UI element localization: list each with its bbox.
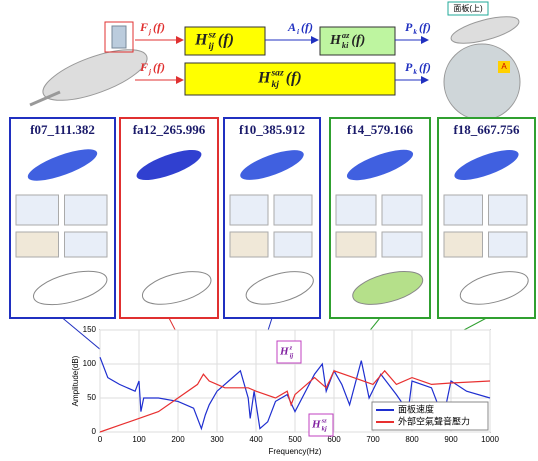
x-tick-label: 200 xyxy=(171,435,185,444)
math-sub: ki xyxy=(342,41,349,50)
mode-plot xyxy=(16,195,59,225)
panel-title: f14_579.166 xyxy=(347,122,414,137)
panel-title: f18_667.756 xyxy=(453,122,520,137)
math-base: H xyxy=(311,419,321,431)
panel-frame xyxy=(120,118,218,318)
math-arg: (f) xyxy=(153,60,165,74)
math-arg: (f) xyxy=(153,20,165,34)
panel-title: fa12_265.996 xyxy=(133,122,206,137)
mode-plot xyxy=(230,195,268,225)
mode-plot xyxy=(336,195,376,225)
math-sup: sz xyxy=(321,418,328,425)
math-base: H xyxy=(194,32,208,49)
y-tick-label: 0 xyxy=(92,427,97,436)
panel-title: f10_385.912 xyxy=(239,122,305,137)
x-tick-label: 700 xyxy=(366,435,380,444)
panel-title: f07_111.382 xyxy=(30,122,95,137)
legend-label: 面板速度 xyxy=(398,403,434,414)
math-sub: ij xyxy=(208,41,214,52)
math-sub: kj xyxy=(322,425,327,432)
mode-plot xyxy=(16,232,59,257)
math-base: A xyxy=(287,20,296,34)
math-base: H xyxy=(279,346,289,358)
x-tick-label: 300 xyxy=(210,435,224,444)
x-tick-label: 800 xyxy=(405,435,419,444)
mode-plot xyxy=(489,195,528,225)
figure: f07_111.382 fa12_265.996 f10_385.912 f14_57… xyxy=(0,0,538,461)
math-sup: sz xyxy=(207,30,216,41)
math-sub: kj xyxy=(271,79,279,90)
y-tick-label: 50 xyxy=(87,393,96,402)
mode-plot xyxy=(336,232,376,257)
math-arg: (f) xyxy=(218,32,234,49)
math-sup: az xyxy=(342,31,350,40)
math-sub: k xyxy=(413,28,417,36)
y-axis-label: Amplitude(dB) xyxy=(71,355,80,406)
mode-plot xyxy=(489,232,528,257)
y-tick-label: 100 xyxy=(83,359,97,368)
mode-plot xyxy=(274,195,312,225)
mode-plot xyxy=(65,232,108,257)
x-tick-label: 100 xyxy=(132,435,146,444)
mode-plot xyxy=(382,195,422,225)
math-base: P xyxy=(405,60,413,74)
mode-plot xyxy=(444,195,483,225)
callout: 面板(上) xyxy=(453,3,483,13)
math-base: F xyxy=(139,60,148,74)
layout xyxy=(30,2,521,120)
math-sub: ij xyxy=(290,352,294,359)
math-sub: i xyxy=(297,28,299,36)
y-tick-label: 150 xyxy=(83,325,97,334)
math-sup: saz xyxy=(270,68,284,79)
x-tick-label: 500 xyxy=(288,435,302,444)
math-arg: (f) xyxy=(419,20,431,34)
math-base: F xyxy=(139,20,148,34)
mode-plot xyxy=(65,195,108,225)
x-axis-label: Frequency(Hz) xyxy=(269,447,322,456)
mode-plot xyxy=(230,232,268,257)
math-base: P xyxy=(405,20,413,34)
legend-label: 外部空氣聲音壓力 xyxy=(398,415,470,426)
mode-plot xyxy=(274,232,312,257)
x-tick-label: 1000 xyxy=(481,435,499,444)
x-tick-label: 400 xyxy=(249,435,263,444)
math-sub: j xyxy=(148,68,152,76)
x-tick-label: 0 xyxy=(98,435,103,444)
math-sub: k xyxy=(413,68,417,76)
math-arg: (f) xyxy=(419,60,431,74)
math-arg: (f) xyxy=(286,70,302,87)
math-arg: (f) xyxy=(301,20,313,34)
math-base: H xyxy=(329,33,342,48)
math-arg: (f) xyxy=(351,33,365,48)
x-tick-label: 900 xyxy=(444,435,458,444)
math-sub: j xyxy=(148,28,152,36)
mode-plot xyxy=(382,232,422,257)
math-sup: z xyxy=(289,345,293,352)
callout: A xyxy=(501,62,507,71)
mode-plot xyxy=(444,232,483,257)
math-base: H xyxy=(257,70,271,87)
